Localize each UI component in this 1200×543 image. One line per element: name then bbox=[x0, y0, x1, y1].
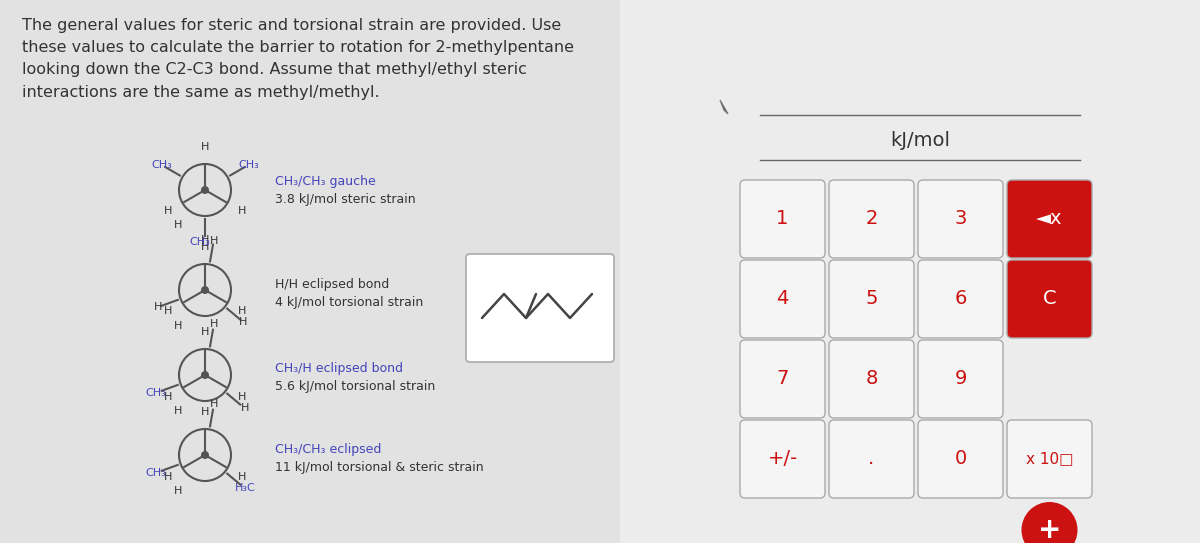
Text: 3: 3 bbox=[954, 210, 967, 229]
Circle shape bbox=[202, 186, 209, 194]
FancyBboxPatch shape bbox=[829, 260, 914, 338]
Text: 2: 2 bbox=[865, 210, 877, 229]
Text: H: H bbox=[239, 317, 247, 327]
Text: H: H bbox=[210, 319, 218, 329]
Text: H: H bbox=[210, 236, 218, 246]
Text: +: + bbox=[1038, 516, 1061, 543]
Text: CH₃: CH₃ bbox=[151, 160, 172, 170]
Text: 1: 1 bbox=[776, 210, 788, 229]
Text: CH₃: CH₃ bbox=[190, 237, 210, 247]
FancyBboxPatch shape bbox=[829, 180, 914, 258]
FancyBboxPatch shape bbox=[740, 340, 826, 418]
Text: H: H bbox=[163, 392, 172, 401]
Text: H/H eclipsed bond: H/H eclipsed bond bbox=[275, 278, 389, 291]
FancyBboxPatch shape bbox=[918, 180, 1003, 258]
Text: H: H bbox=[200, 407, 209, 417]
Text: H: H bbox=[238, 206, 246, 217]
Text: C: C bbox=[1043, 289, 1056, 308]
Text: 11 kJ/mol torsional & steric strain: 11 kJ/mol torsional & steric strain bbox=[275, 461, 484, 474]
Text: H: H bbox=[174, 220, 182, 230]
Circle shape bbox=[202, 451, 209, 459]
Circle shape bbox=[1021, 502, 1078, 543]
Text: The general values for steric and torsional strain are provided. Use
these value: The general values for steric and torsio… bbox=[22, 18, 574, 99]
Text: CH₃: CH₃ bbox=[145, 388, 167, 398]
FancyBboxPatch shape bbox=[829, 340, 914, 418]
FancyBboxPatch shape bbox=[740, 420, 826, 498]
Text: ◄x: ◄x bbox=[1037, 210, 1063, 229]
Text: H: H bbox=[174, 321, 182, 331]
Text: H: H bbox=[163, 306, 172, 317]
Text: +/-: +/- bbox=[767, 450, 798, 469]
Text: H: H bbox=[210, 399, 218, 409]
FancyBboxPatch shape bbox=[466, 254, 614, 362]
Text: H: H bbox=[241, 403, 250, 413]
Text: H: H bbox=[174, 486, 182, 496]
Text: 3.8 kJ/mol steric strain: 3.8 kJ/mol steric strain bbox=[275, 193, 415, 206]
FancyBboxPatch shape bbox=[740, 260, 826, 338]
Text: 9: 9 bbox=[954, 369, 967, 388]
Text: 7: 7 bbox=[776, 369, 788, 388]
Text: H: H bbox=[163, 471, 172, 482]
Text: H: H bbox=[200, 142, 209, 152]
Text: 5: 5 bbox=[865, 289, 877, 308]
Text: 0: 0 bbox=[954, 450, 967, 469]
Text: H₃C: H₃C bbox=[234, 483, 256, 494]
Text: H: H bbox=[200, 327, 209, 337]
Text: H: H bbox=[154, 302, 162, 312]
FancyBboxPatch shape bbox=[918, 340, 1003, 418]
FancyBboxPatch shape bbox=[1007, 260, 1092, 338]
FancyBboxPatch shape bbox=[740, 180, 826, 258]
Text: CH₃/H eclipsed bond: CH₃/H eclipsed bond bbox=[275, 362, 403, 375]
Text: H: H bbox=[200, 242, 209, 252]
Text: .: . bbox=[869, 450, 875, 469]
FancyBboxPatch shape bbox=[1007, 420, 1092, 498]
FancyBboxPatch shape bbox=[918, 260, 1003, 338]
Polygon shape bbox=[720, 100, 728, 114]
FancyBboxPatch shape bbox=[829, 420, 914, 498]
Bar bbox=[620, 0, 1200, 543]
Text: 5.6 kJ/mol torsional strain: 5.6 kJ/mol torsional strain bbox=[275, 380, 436, 393]
FancyBboxPatch shape bbox=[918, 420, 1003, 498]
Circle shape bbox=[202, 286, 209, 294]
Circle shape bbox=[202, 371, 209, 379]
Text: 4 kJ/mol torsional strain: 4 kJ/mol torsional strain bbox=[275, 296, 424, 309]
Text: H: H bbox=[238, 471, 246, 482]
Text: 6: 6 bbox=[954, 289, 967, 308]
Text: 8: 8 bbox=[865, 369, 877, 388]
FancyBboxPatch shape bbox=[1007, 180, 1092, 258]
Text: x 10□: x 10□ bbox=[1026, 451, 1073, 466]
Text: CH₃/CH₃ eclipsed: CH₃/CH₃ eclipsed bbox=[275, 443, 382, 456]
Text: H: H bbox=[238, 392, 246, 401]
Text: CH₃/CH₃ gauche: CH₃/CH₃ gauche bbox=[275, 175, 376, 188]
Text: CH₃: CH₃ bbox=[145, 468, 167, 478]
Text: 4: 4 bbox=[776, 289, 788, 308]
Text: kJ/mol: kJ/mol bbox=[890, 130, 950, 149]
Text: H: H bbox=[174, 406, 182, 416]
Text: H: H bbox=[200, 235, 209, 245]
Text: H: H bbox=[163, 206, 172, 217]
Text: H: H bbox=[238, 306, 246, 317]
Text: CH₃: CH₃ bbox=[238, 160, 259, 170]
